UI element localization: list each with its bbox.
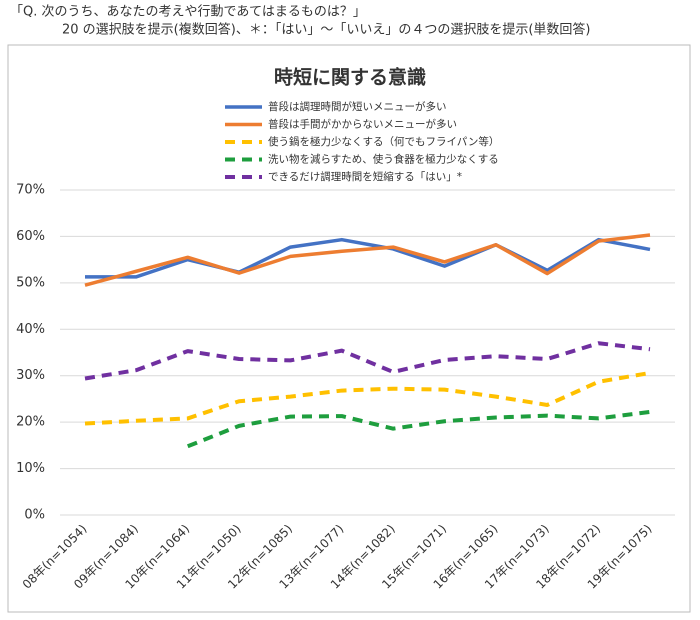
y-tick-label: 60% [16,229,45,244]
legend-label: できるだけ調理時間を短縮する「はい」* [268,170,462,183]
question: 「Q. 次のうち、あなたの考えや行動であてはまるものは？」 [10,4,366,20]
series-line [85,237,651,279]
chart-frame [7,44,691,613]
y-tick-label: 0% [24,508,45,523]
y-tick-label: 30% [16,368,45,383]
legend-label: 普段は調理時間が短いメニューが多い [268,100,447,113]
series-line [84,341,651,381]
series-line [84,233,651,287]
y-tick-label: 10% [16,461,45,476]
series-line [84,370,651,426]
legend-label: 使う鍋を極力少なくする（何でもフライパン等） [268,135,499,148]
y-tick-label: 50% [16,275,45,290]
legend-label: 洗い物を減らすため、使う食器を極力少なくする [268,153,499,166]
chart-title: 時短に関する意識 [274,66,426,89]
y-tick-label: 70% [16,183,45,198]
legend-label: 普段は手間がかからないメニューが多い [268,118,457,131]
series-line [186,409,651,449]
note: 20 の選択肢を提示(複数回答)、＊：「はい」～「いいえ」の４つの選択肢を提示(… [62,22,590,38]
y-tick-label: 20% [16,415,45,430]
y-tick-label: 40% [16,322,45,337]
